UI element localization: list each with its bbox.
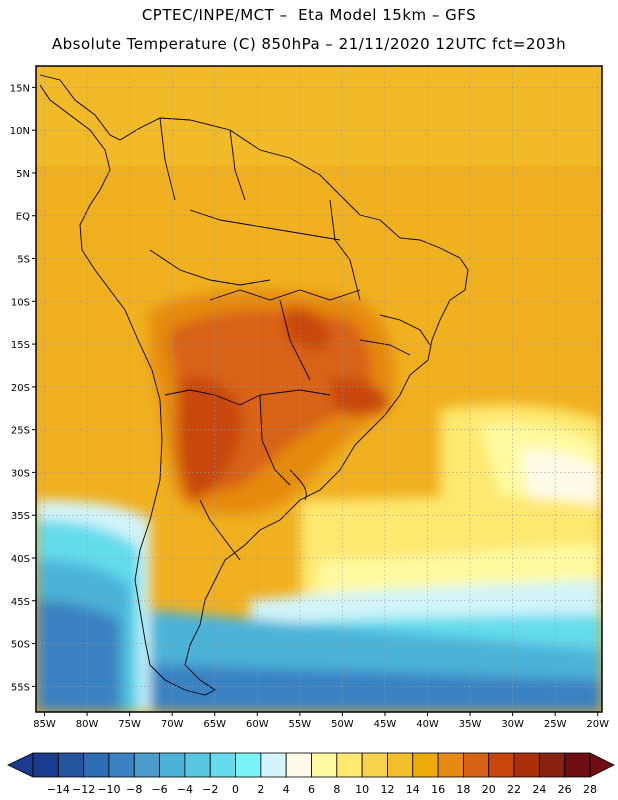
colorbar-label: 16 [431, 783, 445, 796]
colorbar-swatch [260, 752, 287, 778]
lat-tick-label: 35S [11, 511, 30, 522]
colorbar-swatch [311, 752, 338, 778]
colorbar-label: −12 [72, 783, 95, 796]
colorbar-swatch [463, 752, 490, 778]
lon-tick-label: 40W [416, 719, 439, 730]
colorbar-swatch [235, 752, 262, 778]
lat-tick-label: 25S [11, 426, 30, 437]
longitude-ticks: 85W 80W 75W 70W 65W 60W 55W 50W 45W 40W 35W 30W 25W 2… [33, 712, 609, 730]
colorbar-swatch [488, 752, 515, 778]
colorbar-swatch [32, 752, 59, 778]
colorbar-label: 20 [482, 783, 496, 796]
colorbar-swatch [437, 752, 464, 778]
lon-tick-label: 50W [331, 719, 354, 730]
lon-tick-label: 35W [459, 719, 482, 730]
colorbar-swatch [108, 752, 135, 778]
colorbar-max-arrow [589, 752, 615, 778]
colorbar-label: 14 [406, 783, 420, 796]
lat-tick-label: 55S [11, 682, 30, 693]
colorbar-label: 26 [558, 783, 572, 796]
colorbar-swatch [83, 752, 110, 778]
lon-tick-label: 45W [374, 719, 397, 730]
colorbar-swatch [412, 752, 439, 778]
colorbar-label: −10 [97, 783, 120, 796]
latitude-ticks: 15N 10N 5N EQ 5S 10S 15S 20S 25S 30S 35S 40S 45S 50S 5… [10, 83, 36, 693]
lon-tick-label: 70W [161, 719, 184, 730]
lon-tick-label: 55W [289, 719, 312, 730]
lon-tick-label: 25W [544, 719, 567, 730]
colorbar-swatch [285, 752, 312, 778]
colorbar-label: 24 [532, 783, 546, 796]
lon-tick-label: 75W [118, 719, 141, 730]
colorbar-swatch [184, 752, 211, 778]
lon-tick-label: 60W [246, 719, 269, 730]
lon-tick-label: 85W [33, 719, 56, 730]
colorbar-label: 12 [380, 783, 394, 796]
colorbar-swatch [57, 752, 85, 778]
temperature-field [36, 66, 602, 712]
colorbar-label: 4 [283, 783, 290, 796]
lat-tick-label: 45S [11, 597, 30, 608]
title-line-2: Absolute Temperature (C) 850hPa – 21/11/… [51, 35, 567, 53]
colorbar [7, 752, 615, 778]
lat-tick-label: 20S [11, 383, 30, 394]
lat-tick-label: 40S [11, 554, 30, 565]
lat-tick-label: 15S [11, 340, 30, 351]
lat-tick-label: 30S [11, 468, 30, 479]
colorbar-swatch [513, 752, 540, 778]
lon-tick-label: 65W [203, 719, 226, 730]
lat-tick-label: 10N [10, 126, 30, 137]
colorbar-label: 0 [232, 783, 239, 796]
colorbar-swatch [133, 752, 160, 778]
colorbar-label: −6 [151, 783, 167, 796]
colorbar-label: −14 [47, 783, 70, 796]
colorbar-swatch [361, 752, 388, 778]
lon-tick-label: 80W [76, 719, 99, 730]
colorbar-swatch [564, 752, 591, 778]
colorbar-label: −2 [202, 783, 218, 796]
colorbar-label: 8 [333, 783, 340, 796]
colorbar-label: 10 [355, 783, 369, 796]
colorbar-labels: −14 −12 −10 −8 −6 −4 −2 0 2 4 6 8 10 12 14 16 18 20 22 24 26… [47, 783, 597, 796]
lat-tick-label: 5N [16, 169, 30, 180]
title-line-1: CPTEC/INPE/MCT – Eta Model 15km – GFS [141, 6, 477, 24]
colorbar-label: 22 [507, 783, 521, 796]
colorbar-label: 28 [583, 783, 597, 796]
lat-tick-label: EQ [16, 212, 30, 223]
lat-tick-label: 50S [11, 640, 30, 651]
coastlines [39, 74, 469, 696]
colorbar-swatch [336, 752, 363, 778]
colorbar-label: 2 [257, 783, 264, 796]
colorbar-swatch [538, 752, 566, 778]
lat-tick-label: 10S [11, 297, 30, 308]
map-frame [35, 65, 603, 713]
colorbar-label: −4 [177, 783, 193, 796]
lon-tick-label: 20W [586, 719, 609, 730]
lat-tick-label: 15N [10, 83, 30, 94]
lon-tick-label: 30W [501, 719, 524, 730]
lat-tick-label: 5S [17, 255, 30, 266]
colorbar-label: 18 [456, 783, 470, 796]
colorbar-swatch [387, 752, 414, 778]
colorbar-swatch [159, 752, 186, 778]
colorbar-label: 6 [308, 783, 315, 796]
colorbar-min-arrow [7, 752, 34, 778]
colorbar-label: −8 [126, 783, 142, 796]
colorbar-swatch [209, 752, 236, 778]
